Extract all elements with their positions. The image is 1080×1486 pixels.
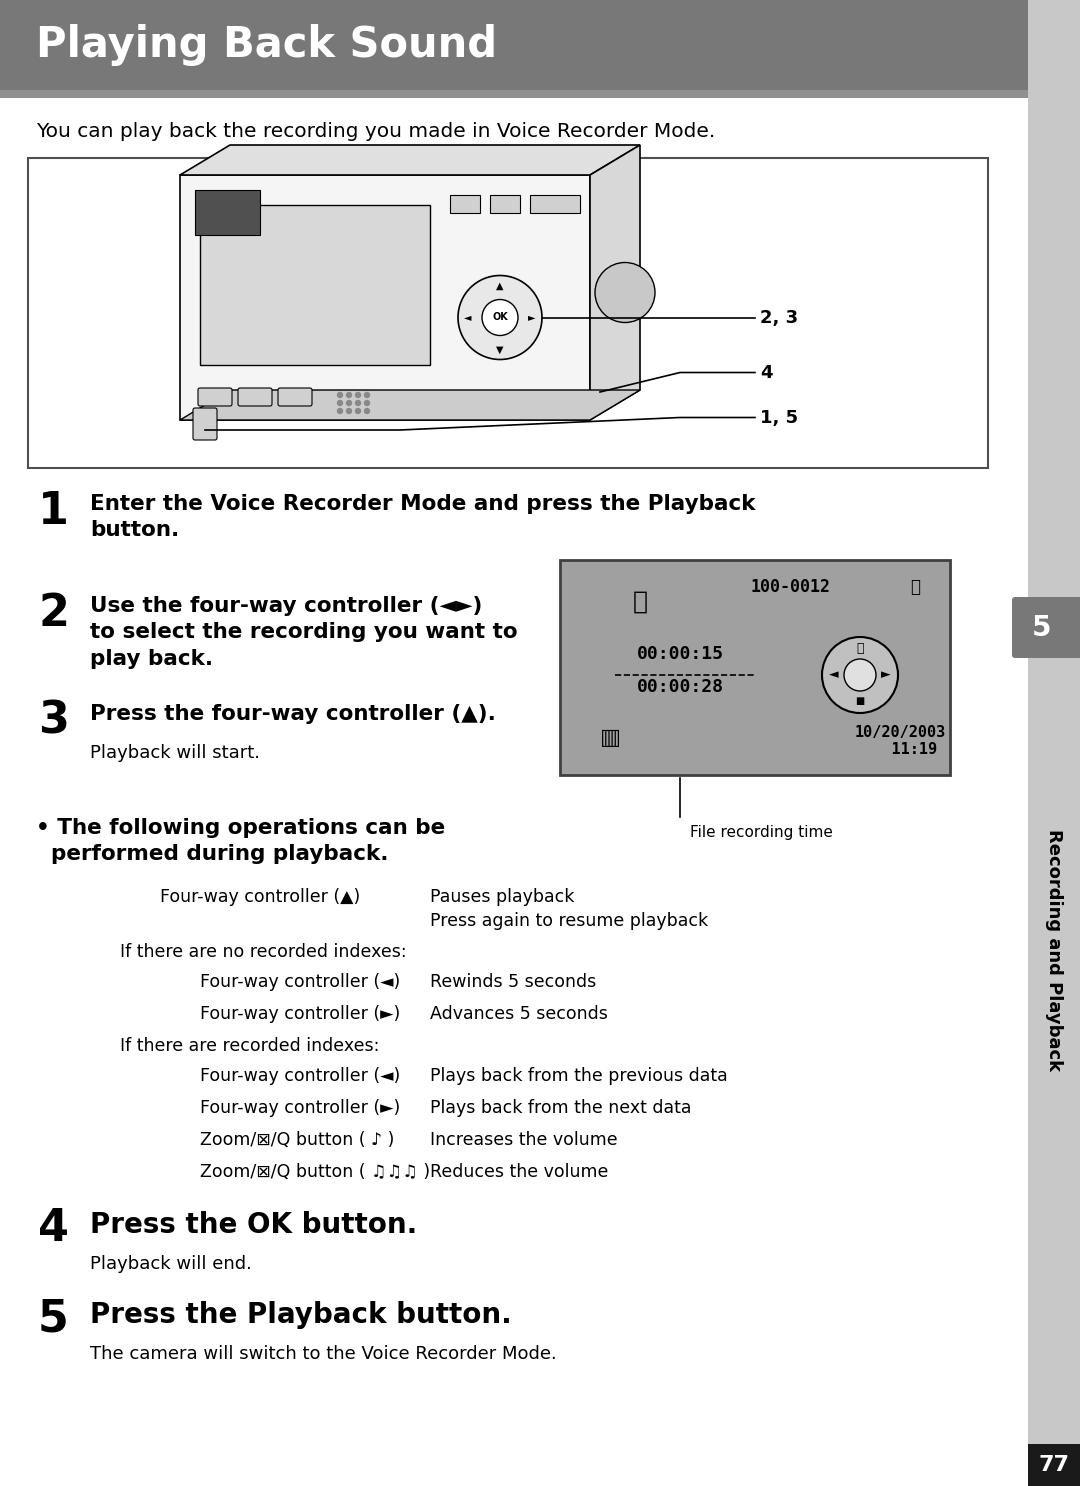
Text: Plays back from the next data: Plays back from the next data [430,1100,691,1117]
Polygon shape [195,190,260,235]
Text: 00:00:28: 00:00:28 [636,678,724,695]
Polygon shape [200,205,430,366]
Circle shape [347,401,351,406]
Circle shape [822,637,897,713]
Text: Zoom/⊠/Q button ( ♪ ): Zoom/⊠/Q button ( ♪ ) [200,1131,394,1149]
Text: ◄: ◄ [829,669,839,682]
Text: Rewinds 5 seconds: Rewinds 5 seconds [430,973,596,991]
Text: Reduces the volume: Reduces the volume [430,1164,608,1181]
Text: Press the Playback button.: Press the Playback button. [90,1302,512,1328]
Text: 1: 1 [38,490,69,533]
Bar [0,91,1028,98]
Text: If there are no recorded indexes:: If there are no recorded indexes: [120,944,407,961]
Text: 100-0012: 100-0012 [750,578,831,596]
Bar [1028,1444,1080,1486]
Text: ▼: ▼ [496,345,503,355]
Text: 10/20/2003
    11:19: 10/20/2003 11:19 [855,725,946,758]
Text: Recording and Playback: Recording and Playback [1045,829,1063,1071]
Text: Increases the volume: Increases the volume [430,1131,618,1149]
Bar [0,0,1028,91]
Text: ◄: ◄ [464,312,472,322]
Text: 4: 4 [760,364,772,382]
Text: OK: OK [492,312,508,322]
FancyBboxPatch shape [193,409,217,440]
Text: ⏸: ⏸ [856,642,864,655]
Text: The camera will switch to the Voice Recorder Mode.: The camera will switch to the Voice Reco… [90,1345,557,1363]
Circle shape [355,409,361,413]
Circle shape [595,263,654,322]
Text: ►: ► [528,312,536,322]
Bar [28,158,988,468]
FancyBboxPatch shape [278,388,312,406]
Polygon shape [180,146,640,175]
Text: 3: 3 [38,700,69,743]
Circle shape [458,275,542,360]
Text: Zoom/⊠/Q button ( ♫♫♫ ): Zoom/⊠/Q button ( ♫♫♫ ) [200,1164,430,1181]
Text: 4: 4 [38,1207,69,1250]
Text: Use the four-way controller (◄►)
to select the recording you want to
play back.: Use the four-way controller (◄►) to sele… [90,596,517,669]
Circle shape [482,300,518,336]
Text: 🎤: 🎤 [633,590,648,614]
Text: Plays back from the previous data: Plays back from the previous data [430,1067,728,1085]
Circle shape [347,392,351,397]
Text: ►: ► [881,669,891,682]
Text: If there are recorded indexes:: If there are recorded indexes: [120,1037,379,1055]
Polygon shape [180,175,590,421]
FancyBboxPatch shape [1012,597,1080,658]
Text: Four-way controller (◄): Four-way controller (◄) [200,973,401,991]
Text: 1, 5: 1, 5 [760,409,798,426]
Circle shape [347,409,351,413]
Circle shape [355,392,361,397]
Text: 5: 5 [38,1297,69,1340]
Circle shape [365,409,369,413]
Text: Press the OK button.: Press the OK button. [90,1211,417,1239]
Text: 00:00:15: 00:00:15 [636,645,724,663]
Text: Pauses playback
Press again to resume playback: Pauses playback Press again to resume pl… [430,889,708,930]
Text: Playback will start.: Playback will start. [90,744,260,762]
Text: 🗋: 🗋 [910,578,920,596]
Text: Four-way controller (►): Four-way controller (►) [200,1005,401,1022]
Text: Enter the Voice Recorder Mode and press the Playback
button.: Enter the Voice Recorder Mode and press … [90,493,756,541]
Text: Advances 5 seconds: Advances 5 seconds [430,1005,608,1022]
Text: Playing Back Sound: Playing Back Sound [36,24,497,65]
Text: • The following operations can be
  performed during playback.: • The following operations can be perfor… [36,817,445,863]
Text: ▥: ▥ [599,728,621,747]
Text: ▲: ▲ [496,281,503,290]
Bar [530,195,580,212]
Text: ■: ■ [855,695,865,706]
Text: 2: 2 [38,591,69,635]
Text: Four-way controller (►): Four-way controller (►) [200,1100,401,1117]
Circle shape [337,392,342,397]
Polygon shape [590,146,640,421]
Text: Four-way controller (◄): Four-way controller (◄) [200,1067,401,1085]
Circle shape [365,392,369,397]
Text: Playback will end.: Playback will end. [90,1256,252,1274]
FancyBboxPatch shape [238,388,272,406]
Bar [490,195,519,212]
FancyBboxPatch shape [198,388,232,406]
Text: 2, 3: 2, 3 [760,309,798,327]
Text: 77: 77 [1039,1455,1069,1476]
Circle shape [843,658,876,691]
Text: 5: 5 [1032,614,1052,642]
Text: Press the four-way controller (▲).: Press the four-way controller (▲). [90,704,496,724]
Circle shape [337,409,342,413]
Bar [561,560,950,776]
Polygon shape [180,389,640,421]
Text: File recording time: File recording time [690,825,833,840]
Circle shape [337,401,342,406]
Bar [450,195,480,212]
Circle shape [365,401,369,406]
Circle shape [355,401,361,406]
Text: Four-way controller (▲): Four-way controller (▲) [160,889,361,906]
Text: You can play back the recording you made in Voice Recorder Mode.: You can play back the recording you made… [36,122,715,141]
Bar [1028,0,1080,1486]
